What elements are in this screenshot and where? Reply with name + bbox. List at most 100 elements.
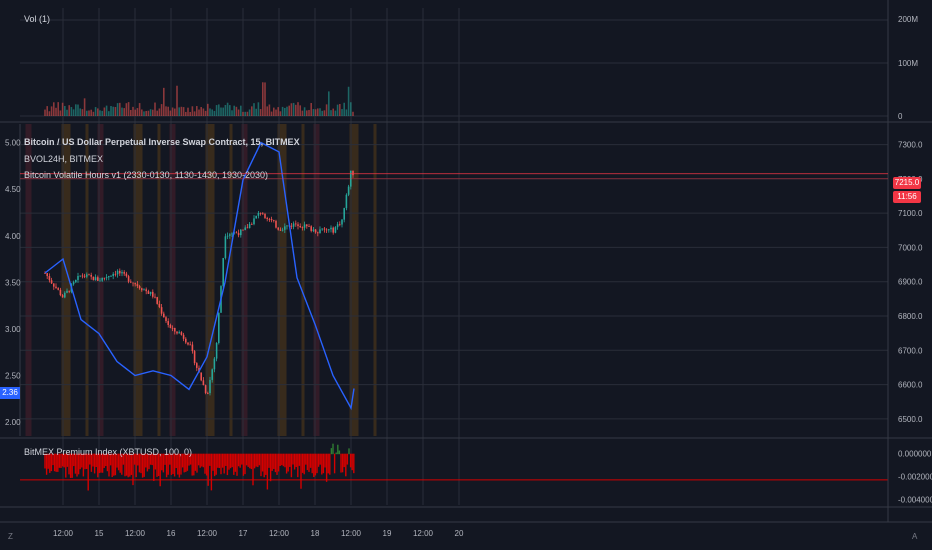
time-axis-label: 12:00 <box>269 529 290 538</box>
volume-bar <box>290 103 293 116</box>
candle-body <box>240 229 242 236</box>
zoom-icon[interactable]: Z <box>8 532 13 541</box>
volume-bar <box>246 111 249 116</box>
candle-body <box>156 297 158 304</box>
time-axis-label: 12:00 <box>413 529 434 538</box>
price-scale-label: 6500.0 <box>898 415 923 424</box>
premium-bar <box>277 453 280 472</box>
premium-bar <box>170 453 173 475</box>
premium-bar <box>122 453 125 465</box>
premium-bar <box>351 453 353 471</box>
premium-bar <box>301 453 304 473</box>
candle-body <box>284 226 286 230</box>
premium-scale-label: -0.004000 <box>898 495 932 504</box>
candle-body <box>339 224 341 226</box>
candle-body <box>171 327 174 329</box>
volatile-hours-legend[interactable]: Bitcoin Volatile Hours v1 (2330-0130, 11… <box>24 170 268 180</box>
premium-bar <box>111 453 113 478</box>
premium-bar <box>257 453 259 468</box>
premium-bar <box>249 453 251 469</box>
premium-bar <box>340 453 342 473</box>
premium-bar <box>114 453 117 476</box>
volume-bar <box>57 102 59 116</box>
premium-bar <box>129 453 131 477</box>
premium-bar <box>236 453 238 476</box>
volume-bar <box>295 104 297 116</box>
candle-body <box>308 226 310 227</box>
main-title[interactable]: Bitcoin / US Dollar Perpetual Inverse Sw… <box>24 137 300 147</box>
volume-bar <box>130 109 132 116</box>
bvol-scale-label: 3.00 <box>5 325 21 334</box>
candle-body <box>61 295 64 298</box>
volume-bar <box>156 110 158 116</box>
premium-bar <box>106 453 109 472</box>
premium-bar <box>268 453 270 468</box>
candle-body <box>112 273 114 277</box>
volume-bar <box>255 108 257 116</box>
volume-bar <box>319 108 321 116</box>
premium-bar <box>159 453 161 487</box>
candle-body <box>347 186 350 195</box>
candle-body <box>345 194 348 209</box>
volume-bar <box>182 107 185 116</box>
candle-body <box>103 277 106 279</box>
premium-bar <box>109 453 112 466</box>
premium-bar <box>178 453 181 478</box>
premium-bar <box>341 453 344 473</box>
volume-bar <box>233 105 235 116</box>
premium-bar <box>231 453 233 468</box>
candle-body <box>224 236 227 259</box>
candle-body <box>330 227 332 230</box>
bvol-scale-label: 3.50 <box>5 278 21 287</box>
volume-bar <box>103 107 106 116</box>
candle-body <box>301 227 304 228</box>
candle-body <box>281 229 284 231</box>
premium-bar <box>209 453 211 466</box>
premium-legend[interactable]: BitMEX Premium Index (XBTUSD, 100, 0) <box>24 447 193 457</box>
volatile-hour-band <box>277 124 287 436</box>
candle-body <box>275 220 277 228</box>
pane-dividers[interactable] <box>0 0 932 523</box>
premium-bar <box>97 453 99 478</box>
countdown-tag: 11:56 <box>893 191 921 203</box>
volume-bar <box>59 110 62 116</box>
volume-bar <box>136 108 139 116</box>
volume-bar <box>160 104 163 116</box>
premium-bar <box>148 453 150 470</box>
candle-body <box>119 270 121 274</box>
premium-bar <box>89 453 91 465</box>
bvol-legend[interactable]: BVOL24H, BITMEX <box>24 154 104 164</box>
volume-bar <box>218 104 220 116</box>
premium-bar <box>279 453 281 466</box>
premium-bar <box>191 453 193 476</box>
price-candles <box>44 170 354 396</box>
volume-bar <box>301 110 304 116</box>
premium-bar <box>229 453 232 469</box>
volume-bar <box>138 103 141 116</box>
candle-body <box>138 286 141 289</box>
candle-body <box>259 212 262 214</box>
auto-scale-button[interactable]: A <box>912 532 918 541</box>
candle-body <box>57 288 59 290</box>
candle-body <box>332 227 334 233</box>
volume-bar <box>198 109 200 116</box>
candle-body <box>248 224 251 229</box>
volume-legend[interactable]: Vol (1) <box>24 14 51 24</box>
premium-bar <box>183 453 185 473</box>
candle-body <box>94 277 97 281</box>
premium-bar <box>196 453 198 473</box>
volume-bar <box>350 102 352 116</box>
volume-bar <box>237 109 240 116</box>
candle-body <box>328 229 330 231</box>
premium-bar <box>145 453 147 468</box>
volume-bar <box>79 108 81 116</box>
premium-bar <box>188 453 190 466</box>
premium-bar <box>217 453 219 468</box>
volume-bar <box>68 105 70 116</box>
premium-bar <box>162 453 165 473</box>
volume-bar <box>66 109 68 116</box>
candle-body <box>108 276 110 278</box>
premium-bar <box>82 453 85 477</box>
premium-bar <box>119 453 121 473</box>
